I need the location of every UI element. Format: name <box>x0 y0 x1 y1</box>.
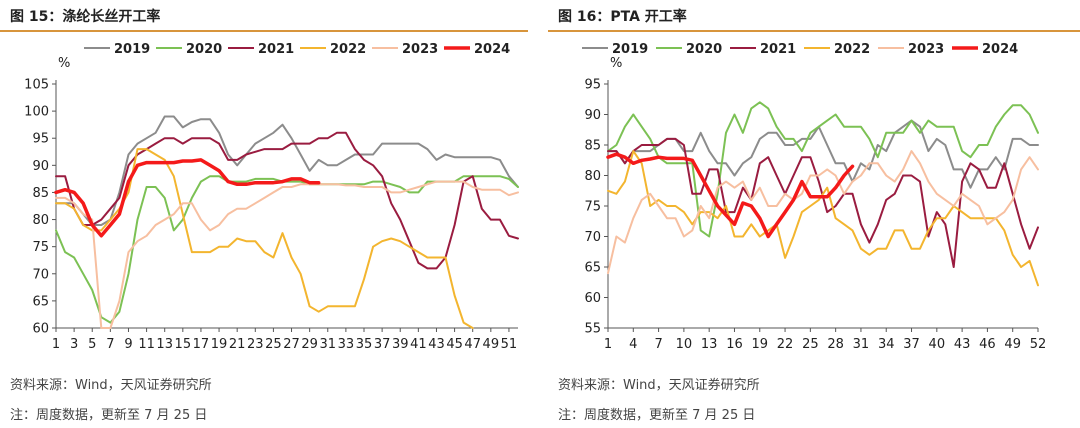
x-tick-label: 29 <box>301 337 318 352</box>
pta-operating-rate-chart: 55 60 65 70 75 80 85 90 95 1 4 7 10 13 16 19 22 25 28 31 34 3… <box>548 34 1080 364</box>
series-line-2019 <box>56 117 518 226</box>
x-tick-label: 1 <box>52 337 60 352</box>
x-tick-label: 43 <box>428 337 445 352</box>
x-tick-label: 13 <box>156 337 173 352</box>
x-tick-label: 39 <box>392 337 409 352</box>
x-tick-label: 15 <box>175 337 192 352</box>
legend-label-2020: 2020 <box>186 42 222 57</box>
y-tick-label: 65 <box>32 294 49 309</box>
y-tick-label: 60 <box>32 322 49 337</box>
x-tick-label: 7 <box>654 337 662 352</box>
source-text: 资料来源：Wind，天风证券研究所 <box>10 374 212 393</box>
x-tick-label: 25 <box>265 337 282 352</box>
note-text: 注：周度数据，更新至 7 月 25 日 <box>558 404 755 423</box>
title-divider <box>0 30 528 32</box>
legend-label-2023: 2023 <box>908 42 944 57</box>
x-tick-label: 34 <box>878 337 895 352</box>
y-tick-label: 75 <box>584 200 601 215</box>
x-tick-label: 40 <box>929 337 946 352</box>
x-tick-label: 3 <box>70 337 78 352</box>
x-tick-label: 9 <box>124 337 132 352</box>
x-tick-label: 19 <box>211 337 228 352</box>
y-tick-label: 95 <box>584 78 601 93</box>
x-tick-label: 45 <box>446 337 463 352</box>
legend-label-2020: 2020 <box>686 42 722 57</box>
x-tick-label: 31 <box>853 337 870 352</box>
left-chart-panel: 图 15：涤纶长丝开工率 60 65 70 75 80 85 90 95 100 105 1 3 5 7 9… <box>0 0 528 428</box>
y-tick-label: 80 <box>584 169 601 184</box>
y-tick-label: 60 <box>584 291 601 306</box>
x-tick-label: 49 <box>483 337 500 352</box>
x-tick-label: 47 <box>464 337 481 352</box>
x-tick-label: 4 <box>629 337 637 352</box>
legend-label-2021: 2021 <box>760 42 796 57</box>
y-tick-label: 85 <box>32 186 49 201</box>
x-tick-label: 19 <box>751 337 768 352</box>
x-tick-label: 11 <box>138 337 155 352</box>
legend-label-2023: 2023 <box>402 42 438 57</box>
legend-label-2024: 2024 <box>474 42 510 57</box>
y-tick-label: 85 <box>584 139 601 154</box>
x-tick-label: 37 <box>903 337 920 352</box>
y-tick-label: 100 <box>24 105 49 120</box>
x-tick-label: 31 <box>319 337 336 352</box>
y-unit-label: % <box>58 56 70 71</box>
source-text: 资料来源：Wind，天风证券研究所 <box>558 374 760 393</box>
x-tick-label: 28 <box>827 337 844 352</box>
legend-label-2021: 2021 <box>258 42 294 57</box>
y-tick-label: 90 <box>32 159 49 174</box>
chart-title: 图 15：涤纶长丝开工率 <box>10 6 160 26</box>
x-tick-label: 22 <box>777 337 794 352</box>
x-tick-label: 27 <box>283 337 300 352</box>
right-chart-panel: 图 16：PTA 开工率 55 60 65 70 75 80 85 90 95 1 4 7 10 13 16… <box>548 0 1080 428</box>
chart-title: 图 16：PTA 开工率 <box>558 6 687 26</box>
x-tick-label: 10 <box>676 337 693 352</box>
legend-label-2019: 2019 <box>114 42 150 57</box>
y-tick-label: 55 <box>584 322 601 337</box>
x-tick-label: 49 <box>1004 337 1021 352</box>
legend-label-2022: 2022 <box>330 42 366 57</box>
x-tick-label: 23 <box>247 337 264 352</box>
x-tick-label: 46 <box>979 337 996 352</box>
x-tick-label: 21 <box>229 337 246 352</box>
y-tick-label: 70 <box>584 230 601 245</box>
y-tick-label: 80 <box>32 213 49 228</box>
y-tick-label: 65 <box>584 261 601 276</box>
x-tick-label: 25 <box>802 337 819 352</box>
x-tick-label: 16 <box>726 337 743 352</box>
x-tick-label: 13 <box>701 337 718 352</box>
x-tick-label: 43 <box>954 337 971 352</box>
x-tick-label: 37 <box>374 337 391 352</box>
y-tick-label: 70 <box>32 267 49 282</box>
series-line-2023 <box>608 151 1038 273</box>
x-tick-label: 1 <box>604 337 612 352</box>
legend-label-2022: 2022 <box>834 42 870 57</box>
legend-label-2019: 2019 <box>612 42 648 57</box>
note-text: 注：周度数据，更新至 7 月 25 日 <box>10 404 207 423</box>
x-tick-label: 5 <box>88 337 96 352</box>
y-tick-label: 95 <box>32 132 49 147</box>
x-tick-label: 7 <box>106 337 114 352</box>
y-unit-label: % <box>610 56 622 71</box>
x-tick-label: 33 <box>338 337 355 352</box>
y-tick-label: 90 <box>584 108 601 123</box>
title-divider <box>548 30 1080 32</box>
x-tick-label: 51 <box>501 337 518 352</box>
x-tick-label: 52 <box>1030 337 1047 352</box>
series-line-2023 <box>56 182 518 328</box>
series-line-2020 <box>608 102 1038 236</box>
x-tick-label: 35 <box>356 337 373 352</box>
y-tick-label: 75 <box>32 240 49 255</box>
x-tick-label: 41 <box>410 337 427 352</box>
y-tick-label: 105 <box>24 78 49 93</box>
x-tick-label: 17 <box>193 337 210 352</box>
legend-label-2024: 2024 <box>982 42 1018 57</box>
